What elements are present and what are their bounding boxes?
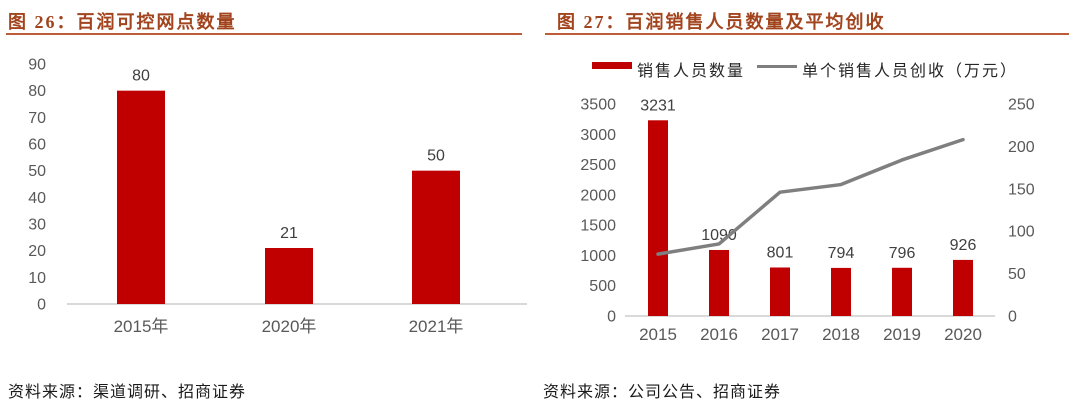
y-tick-30: 30: [28, 217, 46, 234]
y-tick-90: 90: [28, 57, 46, 74]
right-y-tick-0: 0: [1008, 309, 1017, 326]
bar-value-2021年: 50: [427, 148, 445, 165]
y-tick-20: 20: [28, 243, 46, 260]
bar-value-2019: 796: [889, 245, 916, 262]
left-y-tick-2000: 2000: [580, 187, 616, 204]
y-tick-0: 0: [37, 297, 46, 314]
left-y-tick-1000: 1000: [580, 248, 616, 265]
bar-2020: [953, 259, 973, 316]
bar-2016: [709, 249, 729, 316]
legend-bar-swatch: [592, 62, 632, 69]
y-tick-40: 40: [28, 190, 46, 207]
right-y-tick-150: 150: [1008, 181, 1035, 198]
y-tick-80: 80: [28, 83, 46, 100]
y-tick-50: 50: [28, 163, 46, 180]
figure-26-title-rule: [6, 33, 522, 35]
bar-value-2020年: 21: [280, 225, 298, 242]
x-tick-2017: 2017: [761, 325, 799, 344]
bar-2020年: [265, 248, 313, 304]
bar-2021年: [412, 170, 460, 304]
x-tick-2018: 2018: [822, 325, 860, 344]
revenue-per-salesperson-line: [656, 137, 965, 256]
figure-27-title: 图 27：百润销售人员数量及平均创收: [557, 12, 886, 32]
left-y-tick-500: 500: [589, 278, 616, 295]
bar-2018: [831, 267, 851, 316]
bar-2017: [770, 267, 790, 316]
bar-value-2020: 926: [950, 237, 977, 254]
bar-value-2018: 794: [828, 245, 855, 262]
bar-value-2015: 3231: [640, 97, 676, 114]
x-tick-2016: 2016: [700, 325, 738, 344]
bar-value-2017: 801: [767, 244, 794, 261]
figure-27-title-rule: [545, 33, 1069, 35]
x-tick-2015: 2015: [639, 325, 677, 344]
x-tick-2019: 2019: [883, 325, 921, 344]
figure-27-source: 资料来源：公司公告、招商证券: [543, 384, 782, 401]
bar-2015年: [117, 90, 165, 305]
right-y-tick-50: 50: [1008, 266, 1026, 283]
x-tick-2015年: 2015年: [114, 317, 169, 336]
x-tick-2020年: 2020年: [262, 317, 317, 336]
right-y-tick-200: 200: [1008, 139, 1035, 156]
right-y-tick-250: 250: [1008, 97, 1035, 114]
bar-value-2015年: 80: [132, 68, 150, 85]
left-y-tick-3000: 3000: [580, 127, 616, 144]
bar-2019: [892, 267, 912, 316]
legend-line-label: 单个销售人员创收（万元）: [802, 63, 1019, 80]
left-y-tick-1500: 1500: [580, 218, 616, 235]
x-tick-2021年: 2021年: [409, 317, 464, 336]
y-tick-10: 10: [28, 270, 46, 287]
y-tick-70: 70: [28, 110, 46, 127]
x-tick-2020: 2020: [944, 325, 982, 344]
right-y-tick-100: 100: [1008, 224, 1035, 241]
figure-26-title: 图 26：百润可控网点数量: [8, 12, 237, 32]
legend-bar-label: 销售人员数量: [637, 63, 746, 80]
left-y-tick-0: 0: [607, 309, 616, 326]
figure-26-source: 资料来源：渠道调研、招商证券: [8, 384, 247, 401]
legend-line-swatch: [757, 65, 797, 68]
bar-value-2016: 1090: [701, 227, 737, 244]
y-tick-60: 60: [28, 137, 46, 154]
left-y-tick-2500: 2500: [580, 157, 616, 174]
bar-2015: [648, 120, 668, 316]
left-y-tick-3500: 3500: [580, 97, 616, 114]
